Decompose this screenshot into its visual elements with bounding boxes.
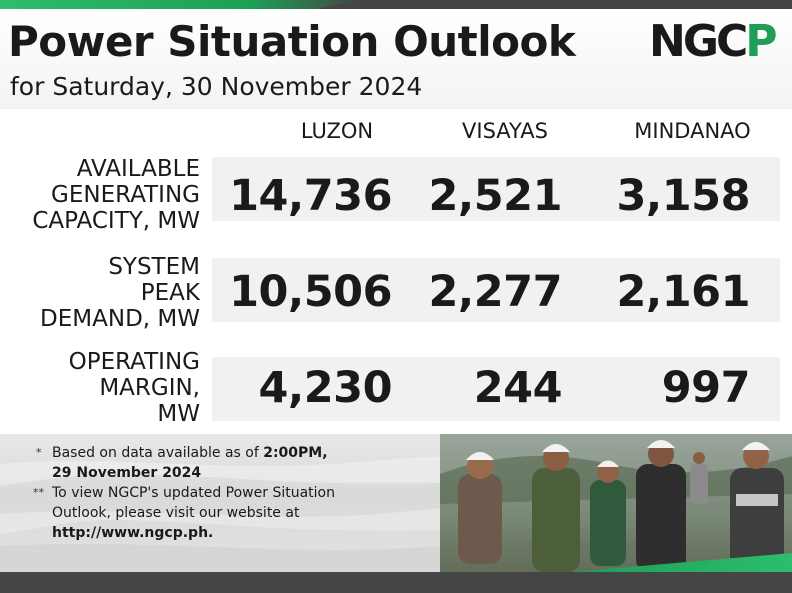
value-mindanao-margin: 997	[661, 363, 751, 413]
value-luzon-capacity: 14,736	[229, 171, 392, 221]
worker-figure	[636, 440, 686, 572]
worker-figure	[458, 452, 502, 564]
footnote-2-line: Outlook, please visit our website at	[52, 505, 300, 521]
footnote-marker: **	[33, 486, 44, 499]
footnote-1-date: 29 November 2024	[52, 465, 202, 481]
row-label-available-capacity: AVAILABLE GENERATING CAPACITY, MW	[0, 156, 200, 234]
row-band-operating-margin	[212, 357, 780, 421]
value-mindanao-demand: 2,161	[616, 267, 750, 317]
worker-figure	[532, 444, 580, 572]
row-label-line: AVAILABLE	[76, 156, 200, 182]
footnote-1-text: Based on data available as of	[52, 445, 264, 461]
row-label-line: DEMAND, MW	[40, 306, 200, 332]
row-band-peak-demand	[212, 258, 780, 322]
website-link[interactable]: http://www.ngcp.ph.	[52, 525, 214, 541]
value-mindanao-capacity: 3,158	[616, 171, 750, 221]
worker-figure	[590, 460, 626, 566]
ngcp-logo: NGCP	[649, 16, 779, 66]
footnote-1-time: 2:00PM,	[263, 445, 328, 461]
linemen-photo	[440, 434, 792, 572]
footnote-2: ** To view NGCP's updated Power Situatio…	[33, 483, 376, 543]
row-label-line: CAPACITY, MW	[32, 208, 200, 234]
top-bar	[0, 0, 792, 9]
column-header-visayas: VISAYAS	[462, 119, 548, 143]
row-label-line: GENERATING	[51, 182, 200, 208]
footnotes: * Based on data available as of 2:00PM, …	[33, 443, 376, 543]
row-label-operating-margin: OPERATING MARGIN, MW	[0, 349, 200, 427]
row-label-line: PEAK	[140, 280, 200, 306]
logo-text: NGCP	[649, 16, 776, 66]
worker-figure	[730, 442, 784, 572]
page-title: Power Situation Outlook	[8, 17, 576, 66]
row-label-line: SYSTEM	[108, 254, 200, 280]
row-label-line: OPERATING	[68, 349, 200, 375]
page-subtitle: for Saturday, 30 November 2024	[10, 72, 423, 101]
value-luzon-margin: 4,230	[258, 363, 392, 413]
row-band-available-capacity	[212, 157, 780, 221]
value-luzon-demand: 10,506	[229, 267, 392, 317]
row-label-peak-demand: SYSTEM PEAK DEMAND, MW	[0, 254, 200, 332]
value-visayas-margin: 244	[473, 363, 563, 413]
footnote-2-line: To view NGCP's updated Power Situation	[52, 485, 335, 501]
footnote-1: * Based on data available as of 2:00PM, …	[36, 443, 376, 483]
row-label-line: MARGIN,	[99, 375, 200, 401]
column-header-luzon: LUZON	[300, 119, 374, 143]
bottom-bar	[0, 572, 792, 593]
header-band	[0, 9, 792, 109]
value-visayas-capacity: 2,521	[428, 171, 562, 221]
column-header-mindanao: MINDANAO	[634, 119, 751, 143]
row-label-line: MW	[157, 401, 200, 427]
top-green-accent	[0, 0, 360, 9]
value-visayas-demand: 2,277	[428, 267, 562, 317]
footnote-marker: *	[36, 446, 42, 459]
worker-figure	[690, 452, 708, 504]
